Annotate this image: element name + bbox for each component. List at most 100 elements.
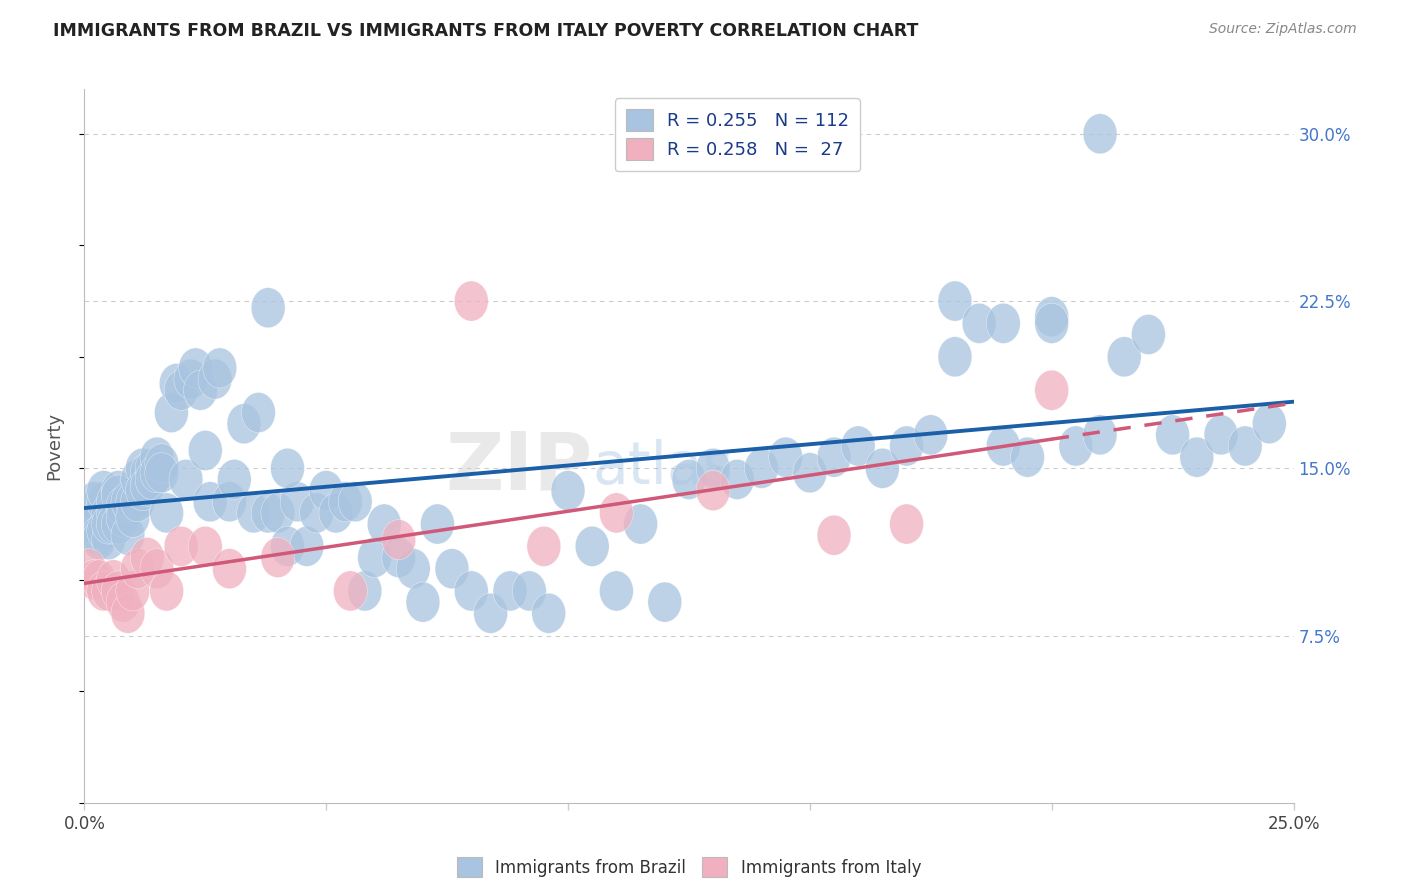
Ellipse shape (270, 448, 305, 488)
Ellipse shape (97, 504, 131, 544)
Ellipse shape (91, 504, 125, 544)
Ellipse shape (188, 430, 222, 470)
Ellipse shape (333, 571, 367, 611)
Ellipse shape (866, 448, 900, 488)
Ellipse shape (512, 571, 547, 611)
Ellipse shape (149, 492, 184, 533)
Ellipse shape (97, 482, 131, 522)
Ellipse shape (115, 571, 149, 611)
Ellipse shape (121, 459, 155, 500)
Ellipse shape (1083, 415, 1116, 455)
Ellipse shape (236, 492, 270, 533)
Ellipse shape (212, 549, 246, 589)
Ellipse shape (179, 348, 212, 388)
Ellipse shape (396, 549, 430, 589)
Ellipse shape (121, 482, 155, 522)
Ellipse shape (527, 526, 561, 566)
Ellipse shape (347, 571, 382, 611)
Ellipse shape (174, 359, 208, 399)
Ellipse shape (962, 303, 995, 343)
Ellipse shape (141, 437, 174, 477)
Ellipse shape (252, 492, 285, 533)
Ellipse shape (817, 437, 851, 477)
Ellipse shape (91, 571, 125, 611)
Ellipse shape (145, 443, 179, 483)
Ellipse shape (115, 497, 149, 537)
Ellipse shape (1156, 415, 1189, 455)
Ellipse shape (105, 486, 141, 526)
Ellipse shape (769, 437, 803, 477)
Ellipse shape (87, 571, 121, 611)
Ellipse shape (72, 492, 105, 533)
Ellipse shape (309, 470, 343, 510)
Ellipse shape (319, 492, 353, 533)
Ellipse shape (135, 448, 169, 488)
Ellipse shape (82, 560, 115, 599)
Ellipse shape (745, 448, 779, 488)
Ellipse shape (841, 425, 875, 466)
Ellipse shape (1132, 314, 1166, 355)
Ellipse shape (1011, 437, 1045, 477)
Ellipse shape (218, 459, 252, 500)
Ellipse shape (1083, 113, 1116, 153)
Ellipse shape (169, 459, 202, 500)
Ellipse shape (101, 504, 135, 544)
Ellipse shape (193, 482, 226, 522)
Ellipse shape (242, 392, 276, 433)
Ellipse shape (357, 537, 391, 578)
Ellipse shape (1253, 403, 1286, 443)
Ellipse shape (198, 359, 232, 399)
Ellipse shape (551, 470, 585, 510)
Ellipse shape (135, 459, 169, 500)
Ellipse shape (987, 303, 1021, 343)
Ellipse shape (987, 425, 1021, 466)
Ellipse shape (454, 281, 488, 321)
Ellipse shape (131, 537, 165, 578)
Ellipse shape (270, 526, 305, 566)
Ellipse shape (184, 370, 218, 410)
Ellipse shape (420, 504, 454, 544)
Ellipse shape (87, 470, 121, 510)
Ellipse shape (890, 425, 924, 466)
Ellipse shape (938, 336, 972, 376)
Ellipse shape (159, 363, 193, 403)
Ellipse shape (252, 287, 285, 327)
Ellipse shape (454, 571, 488, 611)
Ellipse shape (155, 392, 188, 433)
Ellipse shape (299, 492, 333, 533)
Ellipse shape (599, 571, 633, 611)
Ellipse shape (1108, 336, 1142, 376)
Ellipse shape (382, 537, 416, 578)
Ellipse shape (141, 549, 174, 589)
Ellipse shape (367, 504, 401, 544)
Ellipse shape (105, 582, 141, 623)
Ellipse shape (262, 537, 295, 578)
Legend: Immigrants from Brazil, Immigrants from Italy: Immigrants from Brazil, Immigrants from … (450, 850, 928, 884)
Ellipse shape (101, 475, 135, 515)
Ellipse shape (1180, 437, 1213, 477)
Ellipse shape (82, 516, 115, 555)
Ellipse shape (91, 519, 125, 560)
Ellipse shape (329, 482, 363, 522)
Ellipse shape (1035, 303, 1069, 343)
Ellipse shape (111, 482, 145, 522)
Ellipse shape (141, 452, 174, 492)
Ellipse shape (212, 482, 246, 522)
Ellipse shape (890, 504, 924, 544)
Ellipse shape (125, 470, 159, 510)
Ellipse shape (434, 549, 468, 589)
Ellipse shape (145, 452, 179, 492)
Ellipse shape (111, 516, 145, 555)
Ellipse shape (339, 482, 373, 522)
Text: Source: ZipAtlas.com: Source: ZipAtlas.com (1209, 22, 1357, 37)
Ellipse shape (290, 526, 323, 566)
Ellipse shape (817, 516, 851, 555)
Ellipse shape (599, 492, 633, 533)
Ellipse shape (575, 526, 609, 566)
Ellipse shape (77, 560, 111, 599)
Ellipse shape (111, 593, 145, 633)
Ellipse shape (914, 415, 948, 455)
Ellipse shape (188, 526, 222, 566)
Ellipse shape (97, 492, 131, 533)
Ellipse shape (101, 571, 135, 611)
